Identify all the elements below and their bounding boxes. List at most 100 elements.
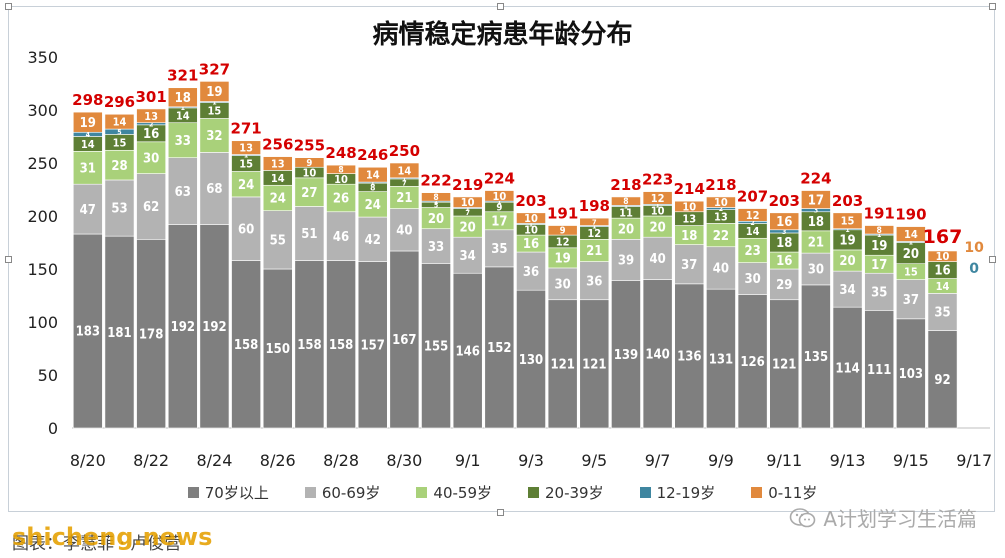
total-label: 219 (452, 176, 483, 194)
total-label: 223 (642, 171, 673, 189)
stacked-bar-chart: 0501001502002503003501834731144192981815… (27, 48, 992, 470)
data-label: 14 (936, 280, 950, 293)
data-label: 10 (524, 224, 538, 237)
bar-segment (579, 261, 610, 301)
bar-segment (294, 260, 325, 429)
bar-segment (357, 166, 388, 183)
data-label: 183 (76, 325, 100, 340)
bar-segment (674, 200, 705, 213)
bar-segment (642, 191, 673, 205)
data-label: 14 (81, 138, 95, 151)
data-label: 19 (555, 252, 571, 267)
data-label: 26 (333, 192, 349, 207)
bar-segment (801, 190, 831, 209)
legend-swatch (639, 487, 651, 498)
total-label: 218 (610, 176, 641, 194)
data-label: 121 (582, 358, 606, 373)
data-label: 10 (964, 240, 984, 256)
data-label: 9 (496, 202, 502, 213)
total-label: 203 (515, 192, 546, 210)
chart-legend: 70岁以上 60-69岁 40-59岁 20-39岁 12-19岁 0-11岁 (0, 482, 1005, 503)
legend-label: 60-69岁 (321, 484, 381, 502)
legend-item: 0-11岁 (751, 482, 817, 503)
data-label: 1 (434, 198, 438, 206)
resize-handle[interactable] (497, 509, 504, 516)
data-label: 8 (877, 225, 882, 235)
bar-segment (389, 162, 420, 179)
wechat-icon (790, 507, 816, 527)
data-label: 1 (212, 99, 216, 107)
data-label: 146 (455, 344, 479, 359)
data-label: 18 (681, 229, 697, 244)
data-label: 55 (270, 234, 286, 249)
data-label: 33 (428, 240, 444, 255)
total-label: 296 (104, 93, 135, 111)
data-label: 34 (839, 283, 855, 298)
bar-segment (294, 157, 325, 168)
data-label: 7 (402, 178, 407, 187)
data-label: 0 (969, 261, 979, 277)
bar-segment (611, 196, 641, 206)
data-label: 15 (841, 215, 855, 228)
bar-segment (484, 229, 515, 268)
x-tick-label: 9/7 (645, 451, 671, 470)
bar-segment (547, 225, 578, 236)
total-label: 256 (262, 136, 293, 154)
bar-segment (674, 283, 705, 429)
total-label: 246 (357, 146, 388, 164)
bar-segment (737, 208, 768, 222)
data-label: 13 (714, 210, 728, 223)
data-label: 139 (614, 348, 638, 363)
x-tick-label: 9/15 (893, 451, 929, 470)
data-label: 9 (560, 226, 566, 237)
data-label: 13 (239, 142, 253, 155)
bar-segment (927, 330, 958, 429)
data-label: 10 (936, 250, 950, 263)
resize-handle[interactable] (989, 256, 996, 263)
data-label: 1 (655, 201, 659, 209)
data-label: 16 (143, 127, 159, 142)
legend-label: 70岁以上 (204, 484, 269, 502)
y-tick-label: 0 (48, 419, 58, 438)
data-label: 15 (239, 157, 253, 170)
data-label: 27 (301, 186, 317, 201)
resize-handle[interactable] (989, 3, 996, 10)
data-label: 19 (839, 234, 855, 249)
total-label: 207 (737, 188, 768, 206)
total-label: 224 (484, 170, 515, 188)
data-label: 15 (208, 104, 222, 117)
resize-handle[interactable] (5, 256, 12, 263)
data-label: 1 (497, 198, 501, 206)
bar-segment (927, 293, 958, 331)
x-tick-label: 9/17 (956, 451, 992, 470)
data-label: 34 (460, 249, 476, 264)
data-label: 8 (370, 182, 375, 192)
resize-handle[interactable] (5, 3, 12, 10)
data-label: 167 (392, 333, 416, 348)
y-tick-label: 300 (27, 101, 58, 120)
y-tick-label: 150 (27, 260, 58, 279)
bar-segment (199, 81, 230, 102)
data-label: 111 (867, 363, 891, 378)
bar-segment (737, 262, 768, 295)
data-label: 21 (396, 191, 412, 206)
data-label: 155 (424, 340, 448, 355)
data-label: 1 (529, 220, 533, 228)
bar-segment (896, 226, 926, 242)
data-label: 13 (144, 110, 158, 123)
bar-segment (769, 299, 800, 429)
y-tick-label: 200 (27, 207, 58, 226)
bar-segment (832, 306, 863, 429)
data-label: 40 (649, 252, 665, 267)
data-label: 14 (271, 172, 285, 185)
data-label: 20 (839, 254, 855, 269)
data-label: 2 (719, 205, 723, 213)
bar-segment (231, 140, 261, 155)
resize-handle[interactable] (497, 3, 504, 10)
y-tick-label: 250 (27, 154, 58, 173)
data-label: 12 (587, 227, 601, 240)
bar-segment (72, 183, 103, 235)
bar-segment (262, 156, 293, 171)
data-label: 10 (334, 173, 348, 186)
source-credit: 图表：李慧菲 · 卢俊营 (12, 534, 182, 554)
